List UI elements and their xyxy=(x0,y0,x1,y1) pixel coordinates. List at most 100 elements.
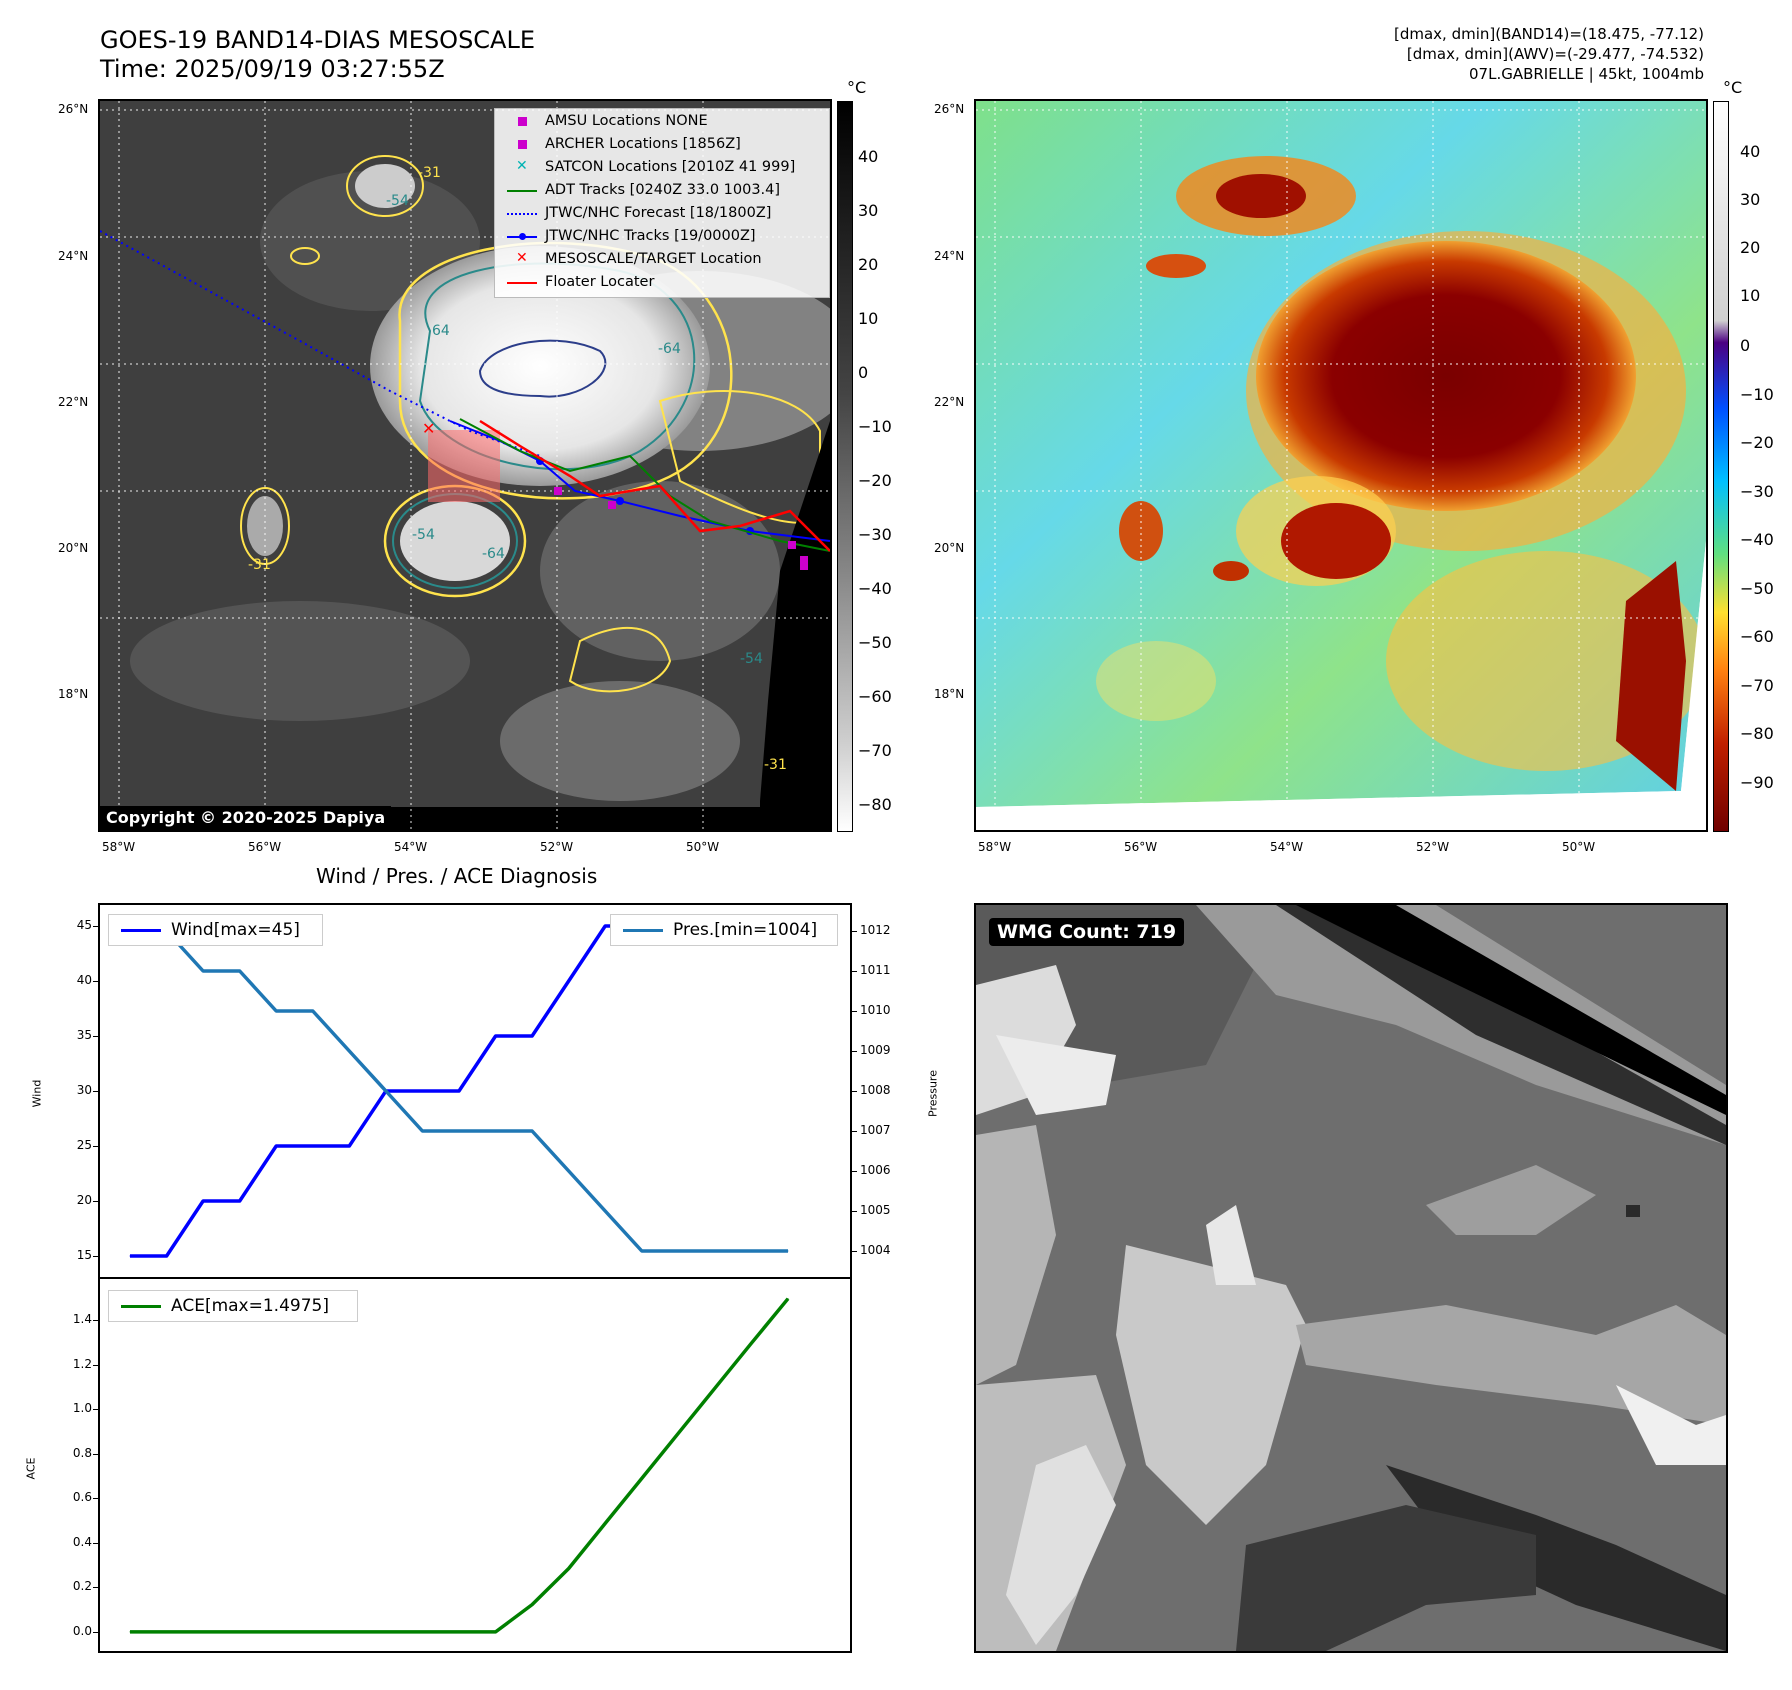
legend-line-icon xyxy=(121,929,161,932)
lon-label: 56°W xyxy=(248,840,282,854)
colorbar-tick: −30 xyxy=(1740,482,1774,501)
title-line-2: Time: 2025/09/19 03:27:55Z xyxy=(100,55,445,83)
pressure-legend-label: Pres.[min=1004] xyxy=(673,920,818,940)
ace-point xyxy=(348,1631,350,1633)
lat-label: 24°N xyxy=(58,249,89,263)
ir-legend: AMSU Locations NONE ARCHER Locations [18… xyxy=(494,108,830,298)
storm-info: [dmax, dmin](BAND14)=(18.475, -77.12) [d… xyxy=(1394,24,1704,84)
wind-tick-label: 35 xyxy=(76,1028,92,1042)
colorbar-tick: −40 xyxy=(858,579,892,598)
wind-legend: Wind[max=45] xyxy=(108,914,323,946)
contour-label: -54 xyxy=(740,651,763,667)
lat-label: 22°N xyxy=(934,395,965,409)
contour-label: -31 xyxy=(764,757,787,773)
awv-colorbar xyxy=(1713,101,1729,832)
colorbar-tick: −50 xyxy=(1740,579,1774,598)
wind-point xyxy=(568,980,570,982)
colorbar-tick: 0 xyxy=(1740,336,1751,355)
legend-line-icon xyxy=(623,929,663,932)
square-marker-icon xyxy=(507,117,537,127)
ace-point xyxy=(568,1567,570,1569)
contour-label: -31 xyxy=(248,557,271,573)
colorbar-tick: −30 xyxy=(858,525,892,544)
wind-point xyxy=(312,1145,314,1147)
wind-point xyxy=(239,1200,241,1202)
legend-label: ADT Tracks [0240Z 33.0 1003.4] xyxy=(545,182,781,198)
legend-label: Floater Locater xyxy=(545,274,655,290)
legend-entry-adt: ADT Tracks [0240Z 33.0 1003.4] xyxy=(495,180,829,202)
copyright-label: Copyright © 2020-2025 Dapiya xyxy=(100,806,392,829)
legend-entry-archer: ARCHER Locations [1856Z] xyxy=(495,134,829,156)
line-icon xyxy=(507,186,537,196)
pressure-point xyxy=(239,970,241,972)
ace-tick-mark xyxy=(93,1364,98,1366)
ace-tick-mark xyxy=(93,1409,98,1411)
ace-tick-mark xyxy=(93,1320,98,1322)
pressure-tick-label: 1009 xyxy=(860,1043,891,1057)
pressure-point xyxy=(641,1250,643,1252)
pressure-axis-label: Pressure xyxy=(926,1070,940,1117)
legend-label: SATCON Locations [2010Z 41 999] xyxy=(545,159,796,175)
colorbar-tick: −80 xyxy=(1740,724,1774,743)
legend-entry-floater: Floater Locater xyxy=(495,272,829,294)
colorbar-tick: −60 xyxy=(1740,627,1774,646)
wmg-image xyxy=(976,905,1726,1651)
wind-tick-label: 45 xyxy=(76,918,92,932)
lat-label: 20°N xyxy=(58,541,89,555)
legend-label: JTWC/NHC Forecast [18/1800Z] xyxy=(545,205,772,221)
wind-tick-label: 15 xyxy=(76,1248,92,1262)
lon-label: 56°W xyxy=(1124,840,1158,854)
lon-label: 58°W xyxy=(978,840,1012,854)
legend-label: JTWC/NHC Tracks [19/0000Z] xyxy=(545,228,756,244)
colorbar-tick: 40 xyxy=(858,147,879,166)
pressure-tick-label: 1012 xyxy=(860,923,891,937)
ace-series-line xyxy=(130,1297,790,1634)
ace-point xyxy=(312,1631,314,1633)
ace-point xyxy=(787,1298,789,1300)
lat-label: 20°N xyxy=(934,541,965,555)
wind-pressure-panel xyxy=(98,903,852,1279)
wind-point xyxy=(531,1035,533,1037)
ace-point xyxy=(677,1432,679,1434)
wind-tick-label: 20 xyxy=(76,1193,92,1207)
pressure-tick-label: 1005 xyxy=(860,1203,891,1217)
wind-tick-label: 30 xyxy=(76,1083,92,1097)
pressure-point xyxy=(604,1210,606,1212)
pressure-legend: Pres.[min=1004] xyxy=(610,914,838,946)
lat-label: 26°N xyxy=(58,102,89,116)
lat-label: 18°N xyxy=(934,687,965,701)
legend-label: ARCHER Locations [1856Z] xyxy=(545,136,741,152)
ace-chart xyxy=(129,1297,790,1634)
line-icon xyxy=(507,278,537,288)
pressure-point xyxy=(750,1250,752,1252)
wind-pressure-chart xyxy=(129,924,789,1258)
legend-entry-mesoscale: ✕ MESOSCALE/TARGET Location xyxy=(495,249,829,271)
info-band14: [dmax, dmin](BAND14)=(18.475, -77.12) xyxy=(1393,25,1704,43)
x-marker-icon: ✕ xyxy=(516,158,528,174)
ace-point xyxy=(202,1631,204,1633)
pressure-tick-mark xyxy=(852,1251,857,1252)
pressure-tick-mark xyxy=(852,1051,857,1052)
ace-tick-label: 0.2 xyxy=(72,1579,92,1594)
colorbar-tick: 20 xyxy=(1740,238,1761,257)
wind-tick-mark xyxy=(93,981,98,982)
colorbar-tick: −60 xyxy=(858,687,892,706)
ace-panel xyxy=(98,1277,852,1653)
pressure-point xyxy=(531,1130,533,1132)
legend-line-icon xyxy=(121,1305,161,1308)
line-dot-icon xyxy=(507,232,537,242)
pressure-tick-label: 1011 xyxy=(860,963,891,977)
pressure-point xyxy=(458,1130,460,1132)
colorbar-tick: −20 xyxy=(858,471,892,490)
pressure-point xyxy=(348,1050,350,1052)
contour-label: -54 xyxy=(386,193,409,209)
pressure-tick-mark xyxy=(852,1211,857,1212)
x-marker-icon: ✕ xyxy=(516,250,528,266)
ace-point xyxy=(458,1631,460,1633)
ace-axis-label: ACE xyxy=(24,1457,38,1480)
pressure-point xyxy=(677,1250,679,1252)
lat-label: 22°N xyxy=(58,395,89,409)
lat-label: 26°N xyxy=(934,102,965,116)
pressure-tick-label: 1004 xyxy=(860,1243,891,1257)
wind-point xyxy=(495,1035,497,1037)
